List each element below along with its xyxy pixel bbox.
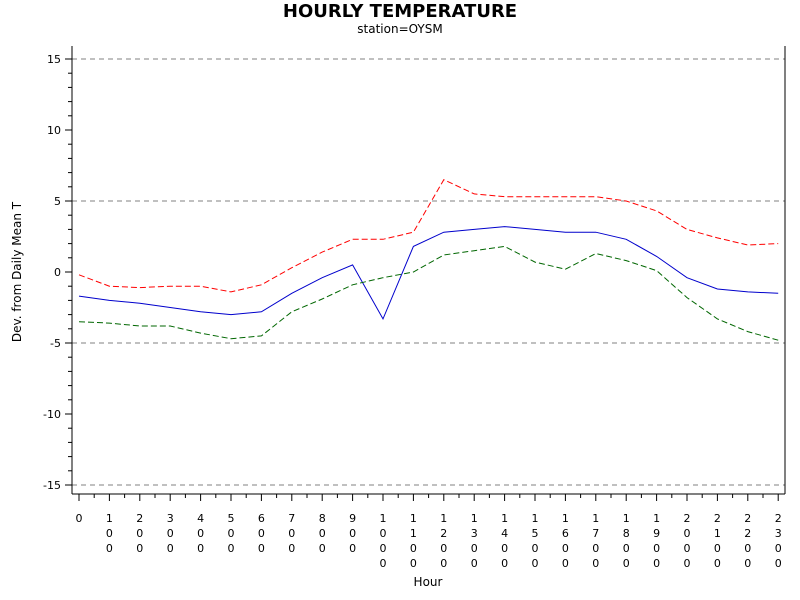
- y-tick-label: -10: [43, 408, 61, 421]
- series-line-3: [78, 245, 779, 341]
- x-tick-label: 0: [76, 512, 83, 525]
- y-tick-label: 0: [54, 266, 61, 279]
- y-tick-label: 15: [47, 53, 61, 66]
- x-axis-label: Hour: [414, 575, 443, 589]
- series-lines: [78, 179, 779, 341]
- y-axis-label: Dev. from Daily Mean T: [10, 201, 24, 342]
- y-tick-label: -5: [50, 337, 61, 350]
- y-tick-label: 5: [54, 195, 61, 208]
- series-line-2: [78, 226, 779, 321]
- y-axis: -15 -10 -5 0 5 10 15: [43, 46, 786, 494]
- reference-lines: [72, 58, 785, 486]
- chart-title: HOURLY TEMPERATURE: [282, 1, 518, 22]
- x-axis: 0 1 0 0 2 0 0 3 0 0 4 0 0 5 0 0 6 0 0 7 0 0 8 0 0 9 0 0 1 0 0 0 1 1 0 0 1 2 0 0…: [72, 493, 785, 570]
- y-tick-label: -15: [43, 479, 61, 492]
- series-line-1: [78, 179, 779, 293]
- y-tick-label: 10: [47, 124, 61, 137]
- chart-subtitle: station=OYSM: [357, 22, 443, 36]
